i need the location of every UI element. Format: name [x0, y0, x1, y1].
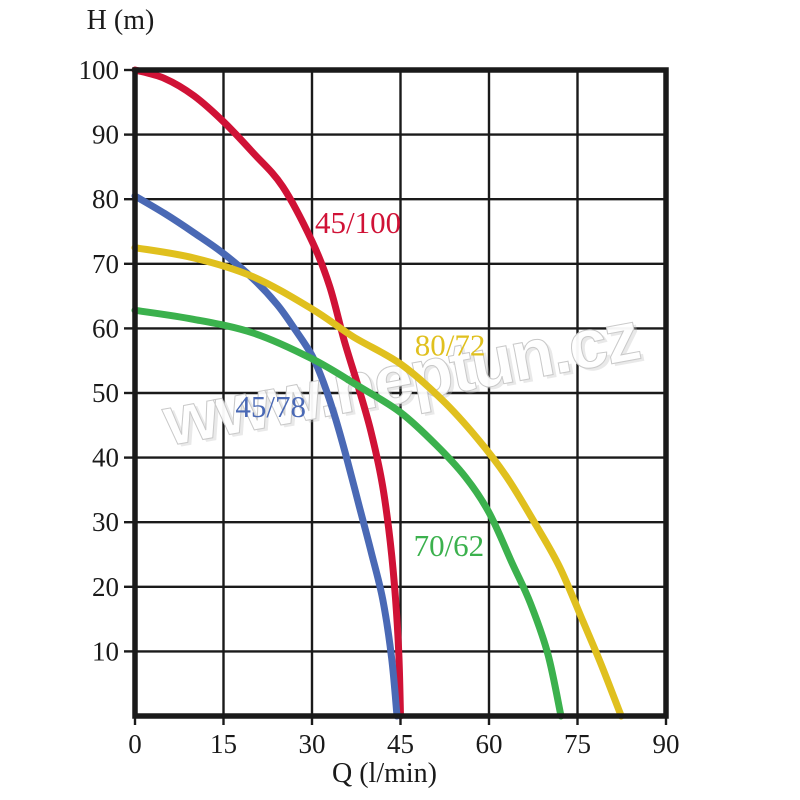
curve-label-45-100: 45/100 [315, 205, 401, 240]
y-tick-label-70: 70 [92, 249, 119, 279]
curve-45-100 [131, 66, 404, 720]
y-tick-label-80: 80 [92, 184, 119, 214]
x-tick-label-75: 75 [564, 729, 591, 759]
x-axis-title: Q (l/min) [332, 758, 437, 789]
x-tick-label-45: 45 [387, 729, 414, 759]
y-tick-label-40: 40 [92, 443, 119, 473]
y-tick-label-20: 20 [92, 572, 119, 602]
curve-70-62 [131, 306, 565, 720]
y-tick-label-30: 30 [92, 507, 119, 537]
curve-label-70-62: 70/62 [414, 528, 485, 563]
y-tick-label-60: 60 [92, 313, 119, 343]
curve-label-80-72: 80/72 [415, 328, 486, 363]
curve-80-72 [131, 244, 625, 720]
x-tick-label-0: 0 [128, 729, 142, 759]
y-tick-label-90: 90 [92, 120, 119, 150]
y-tick-label-10: 10 [92, 636, 119, 666]
x-tick-label-90: 90 [653, 729, 680, 759]
y-tick-label-50: 50 [92, 378, 119, 408]
curve-45-78 [131, 192, 401, 720]
x-tick-label-15: 15 [210, 729, 237, 759]
x-tick-label-60: 60 [476, 729, 503, 759]
y-tick-label-100: 100 [79, 55, 120, 85]
y-axis-title: H (m) [86, 5, 155, 36]
x-tick-label-30: 30 [299, 729, 326, 759]
curve-label-45-78: 45/78 [235, 389, 306, 424]
